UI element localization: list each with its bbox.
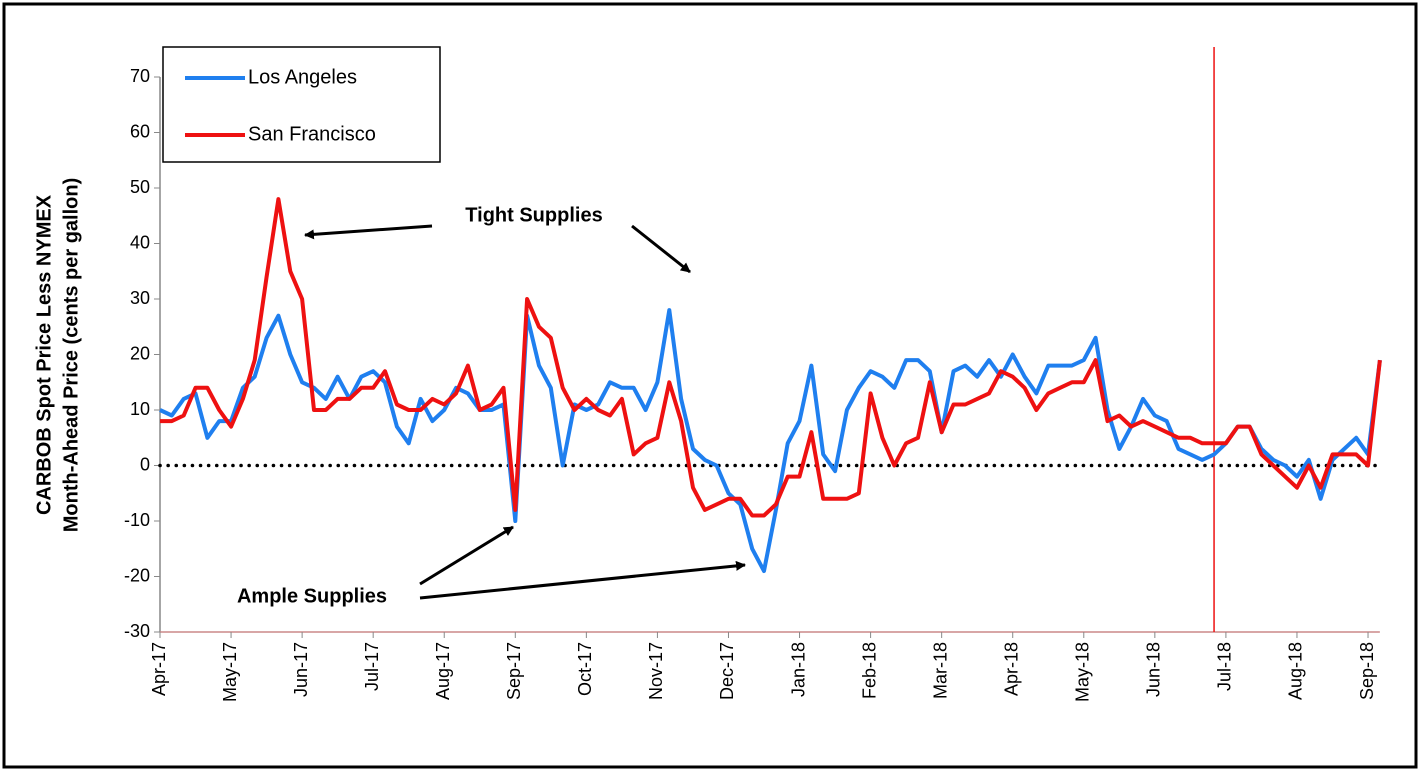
legend-label: Los Angeles [248, 66, 357, 88]
y-tick-label: 70 [130, 66, 150, 86]
legend: Los Angeles San Francisco [162, 46, 441, 163]
x-tick-label: Nov-17 [646, 642, 666, 700]
annotation: Ample Supplies [237, 585, 387, 607]
y-tick-label: 60 [130, 121, 150, 141]
x-tick-label: May-18 [1073, 642, 1093, 702]
y-tick-label: -30 [124, 621, 150, 641]
annotation: Tight Supplies [465, 204, 602, 226]
x-tick-label: Apr-18 [1001, 642, 1021, 696]
legend-label: San Francisco [248, 123, 376, 145]
x-tick-label: Apr-17 [149, 642, 169, 696]
y-label-line: Month-Ahead Price (cents per gallon) [60, 178, 82, 532]
arrow [419, 525, 514, 586]
x-tick-label: Sep-18 [1357, 642, 1377, 700]
x-tick-label: Mar-18 [930, 642, 950, 699]
y-tick-label: 50 [130, 177, 150, 197]
x-tick-label: Sep-17 [504, 642, 524, 700]
series-line [160, 197, 1382, 518]
x-tick-label: Jul-17 [362, 642, 382, 691]
y-axis-label: CARBOB Spot Price Less NYMEX Month-Ahead… [33, 178, 82, 532]
annotation-arrows [304, 224, 746, 600]
arrow [304, 224, 433, 240]
x-tick-label: Jul-18 [1215, 642, 1235, 691]
x-tick-label: Oct-17 [575, 642, 595, 696]
x-tick-label: Jun-17 [291, 642, 311, 697]
legend-box [162, 46, 441, 163]
x-tick-label: Jan-18 [788, 642, 808, 697]
x-tick-label: Aug-17 [433, 642, 453, 700]
y-tick-label: -20 [124, 565, 150, 585]
y-tick-label: 40 [130, 232, 150, 252]
y-tick-label: 30 [130, 288, 150, 308]
y-tick-label: 10 [130, 399, 150, 419]
y-tick-label: 0 [140, 454, 150, 474]
plot-area: -30 -20 -10 0 10 20 30 40 50 60 70 Apr-17 May-17 Jun-… [124, 47, 1382, 702]
x-tick-label: Dec-17 [717, 642, 737, 700]
x-tick-label: May-17 [220, 642, 240, 702]
y-tick-label: 20 [130, 343, 150, 363]
x-tick-label: Jun-18 [1144, 642, 1164, 697]
series-line [159, 308, 1382, 573]
arrow [631, 224, 691, 274]
x-tick-label: Aug-18 [1286, 642, 1306, 700]
arrow [419, 560, 746, 600]
y-label-line: CARBOB Spot Price Less NYMEX [33, 194, 55, 515]
x-tick-label: Feb-18 [859, 642, 879, 699]
y-tick-label: -10 [124, 510, 150, 530]
